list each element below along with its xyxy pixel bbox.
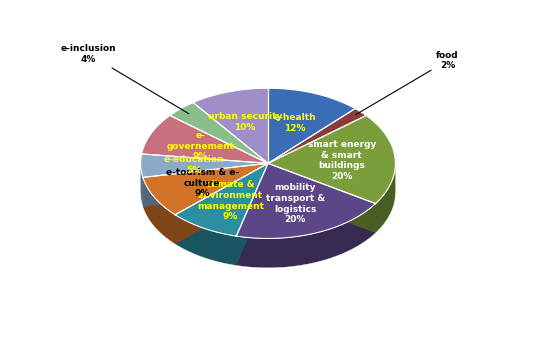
Polygon shape bbox=[236, 163, 268, 265]
Polygon shape bbox=[268, 163, 376, 233]
Polygon shape bbox=[175, 215, 236, 265]
Polygon shape bbox=[143, 177, 175, 244]
Polygon shape bbox=[236, 163, 268, 265]
Polygon shape bbox=[268, 116, 396, 204]
Text: e-
governement
9%: e- governement 9% bbox=[166, 131, 234, 161]
Text: e-education
5%: e-education 5% bbox=[164, 155, 225, 175]
Text: e-health
12%: e-health 12% bbox=[274, 113, 317, 133]
Polygon shape bbox=[175, 163, 268, 244]
Polygon shape bbox=[236, 163, 376, 238]
Polygon shape bbox=[143, 163, 268, 207]
Polygon shape bbox=[140, 163, 143, 207]
Polygon shape bbox=[142, 116, 268, 163]
Polygon shape bbox=[268, 109, 366, 163]
Polygon shape bbox=[140, 154, 268, 177]
Polygon shape bbox=[143, 163, 268, 207]
Polygon shape bbox=[175, 163, 268, 244]
Polygon shape bbox=[268, 163, 376, 233]
Polygon shape bbox=[376, 164, 396, 233]
Polygon shape bbox=[143, 163, 268, 215]
Text: e-inclusion
4%: e-inclusion 4% bbox=[61, 44, 189, 114]
Polygon shape bbox=[193, 88, 268, 163]
Polygon shape bbox=[170, 103, 268, 163]
Text: e-tourism & e-
culture
9%: e-tourism & e- culture 9% bbox=[166, 168, 239, 198]
Text: smart energy
& smart
buildings
20%: smart energy & smart buildings 20% bbox=[308, 140, 376, 181]
Text: mobility
transport &
logistics
20%: mobility transport & logistics 20% bbox=[266, 183, 325, 224]
Polygon shape bbox=[236, 204, 376, 268]
Text: food
2%: food 2% bbox=[356, 50, 459, 115]
Text: urban security
10%: urban security 10% bbox=[208, 112, 282, 132]
Text: climate &
environment
management
9%: climate & environment management 9% bbox=[197, 180, 264, 222]
Polygon shape bbox=[268, 88, 355, 163]
Polygon shape bbox=[175, 163, 268, 236]
